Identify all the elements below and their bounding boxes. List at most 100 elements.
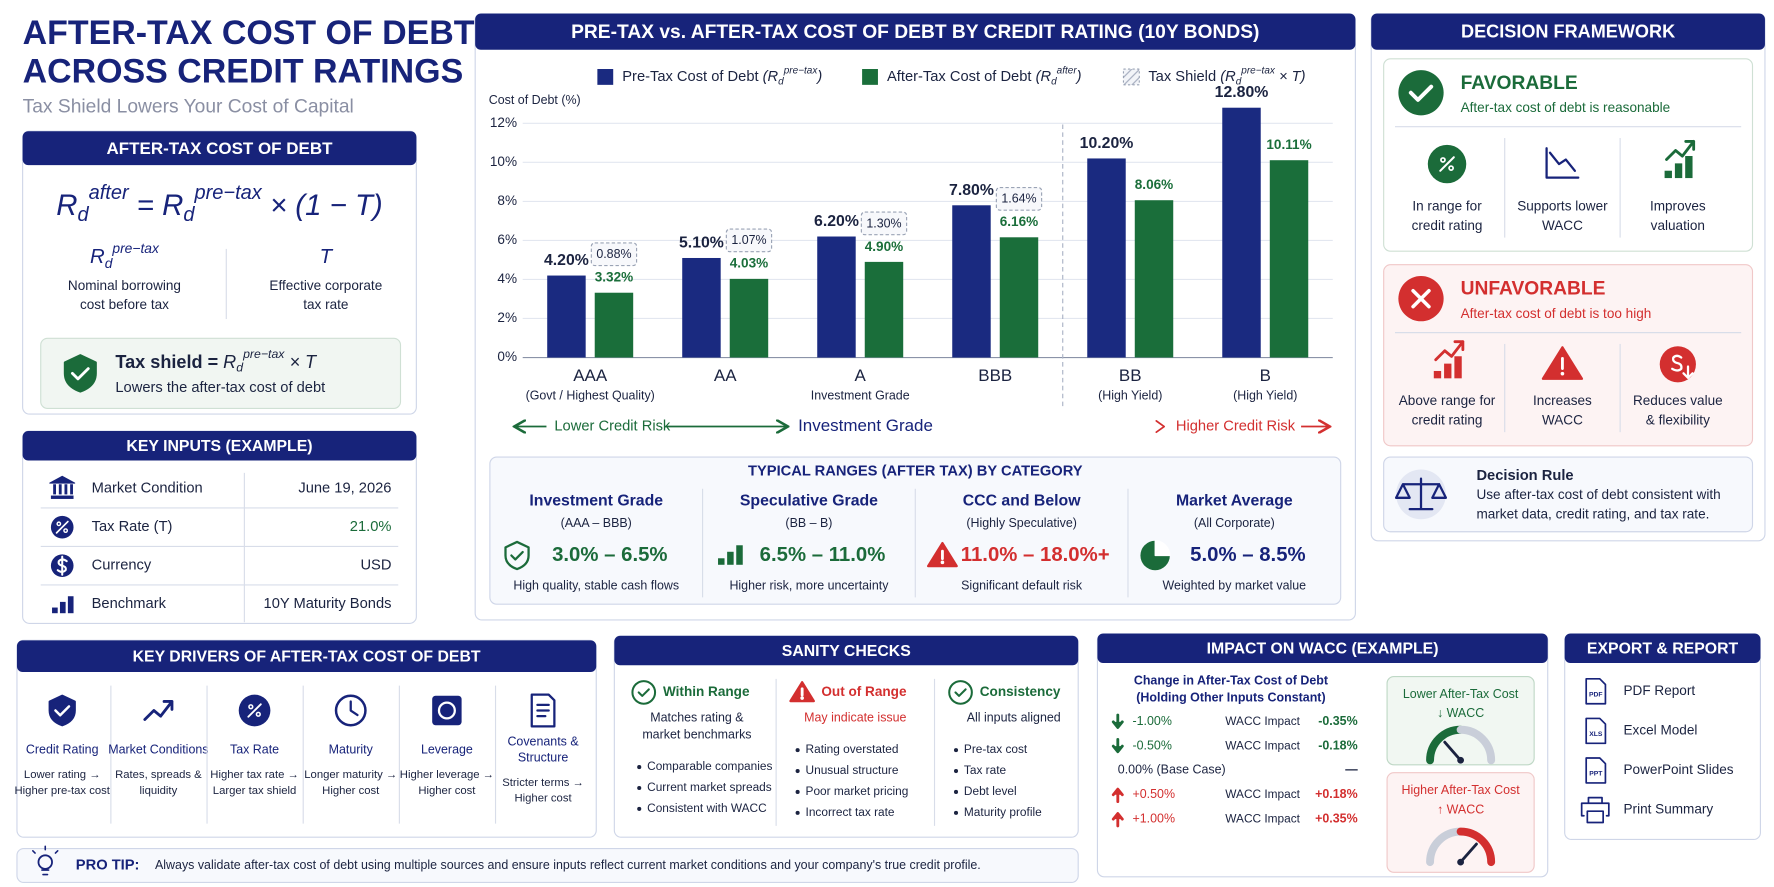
label: Higher cost bbox=[418, 785, 476, 797]
label: FAVORABLE bbox=[1461, 73, 1578, 94]
formula-part: After-Tax Cost of Debt bbox=[887, 69, 1031, 85]
icon bbox=[1433, 370, 1442, 379]
formula-part: R bbox=[90, 246, 105, 268]
label: After-tax cost of debt is reasonable bbox=[1461, 100, 1671, 115]
icon bbox=[1457, 858, 1465, 866]
icon bbox=[50, 495, 74, 499]
label: Currency bbox=[92, 558, 152, 574]
formula-part: (R bbox=[759, 69, 779, 85]
icon bbox=[637, 806, 642, 811]
data-label: 1.64% bbox=[1001, 192, 1036, 206]
label: Rating overstated bbox=[806, 742, 899, 756]
icon bbox=[631, 680, 657, 705]
icon bbox=[1585, 757, 1607, 784]
label: Higher pre-tax cost bbox=[15, 785, 111, 797]
label: valuation bbox=[1651, 218, 1705, 233]
icon bbox=[70, 367, 90, 381]
icon bbox=[1111, 787, 1124, 803]
y-axis-label: Cost of Debt (%) bbox=[489, 93, 581, 107]
label: High quality, stable cash flows bbox=[513, 578, 679, 592]
icon bbox=[736, 545, 743, 565]
label: market benchmarks bbox=[642, 728, 751, 742]
formula-part: ) bbox=[815, 69, 822, 85]
y-tick-label: 2% bbox=[497, 310, 517, 325]
label: Consistent with WACC bbox=[647, 801, 767, 815]
icon bbox=[1674, 163, 1683, 179]
icon-label: XLS bbox=[1589, 731, 1603, 738]
panel-title: SANITY CHECKS bbox=[782, 643, 911, 660]
formula-part: d bbox=[1236, 76, 1242, 87]
icon bbox=[53, 484, 57, 495]
label: Significant default risk bbox=[961, 578, 1083, 592]
icon-label: PPT bbox=[1589, 771, 1603, 778]
label: Covenants & bbox=[507, 734, 579, 748]
icon bbox=[1545, 147, 1580, 179]
label: +0.50% bbox=[1133, 787, 1176, 801]
label: WACC Impact bbox=[1225, 787, 1300, 801]
label: (Holding Other Inputs Constant) bbox=[1136, 690, 1325, 704]
icon bbox=[1154, 540, 1171, 557]
label: May indicate issue bbox=[804, 711, 906, 725]
icon bbox=[1560, 371, 1565, 376]
icon bbox=[1685, 156, 1693, 179]
data-label: 4.03% bbox=[730, 256, 768, 271]
box bbox=[40, 337, 402, 409]
icon bbox=[795, 810, 800, 815]
label: Maturity bbox=[329, 742, 374, 756]
icon bbox=[56, 521, 62, 527]
formula: Rdpre−tax bbox=[90, 239, 160, 270]
icon bbox=[1434, 340, 1465, 362]
formula: T bbox=[320, 246, 334, 268]
label: ↑ WACC bbox=[1437, 802, 1484, 816]
label: Improves bbox=[1650, 199, 1706, 214]
label: Higher After-Tax Cost bbox=[1402, 783, 1521, 797]
formula-part: after bbox=[1057, 65, 1078, 76]
label: Use after-tax cost of debt consistent wi… bbox=[1476, 487, 1720, 502]
label: Excel Model bbox=[1624, 722, 1698, 737]
icon bbox=[63, 354, 97, 393]
label: In range for bbox=[1412, 199, 1482, 214]
label: Leverage bbox=[421, 742, 473, 756]
label: Market Average bbox=[1176, 492, 1293, 509]
label: Incorrect tax rate bbox=[806, 805, 895, 819]
formula-part: d bbox=[183, 204, 195, 226]
data-label: 6.16% bbox=[1000, 214, 1038, 229]
icon bbox=[800, 696, 804, 700]
panel-title: AFTER-TAX COST OF DEBT bbox=[107, 139, 334, 158]
label: WACC Impact bbox=[1225, 714, 1300, 728]
x-tick-label: BB bbox=[1119, 366, 1142, 385]
label: Change in After-Tax Cost of Debt bbox=[1134, 673, 1328, 687]
icon bbox=[1155, 420, 1166, 434]
label: 0.00% (Base Case) bbox=[1118, 763, 1226, 777]
icon-label: PDF bbox=[1589, 691, 1603, 698]
label: Weighted by market value bbox=[1163, 578, 1307, 592]
icon bbox=[1682, 365, 1694, 380]
x-tick-note: (Govt / Highest Quality) bbox=[526, 388, 655, 402]
icon bbox=[143, 700, 174, 721]
label: Lower After-Tax Cost bbox=[1403, 687, 1519, 701]
legend-swatch bbox=[597, 69, 614, 85]
icon bbox=[1440, 157, 1446, 163]
icon bbox=[953, 789, 959, 795]
range-value: 3.0% – 6.5% bbox=[552, 544, 667, 566]
icon bbox=[1580, 796, 1610, 824]
label: TYPICAL RANGES (AFTER TAX) BY CATEGORY bbox=[748, 464, 1083, 480]
label: -0.18% bbox=[1318, 738, 1357, 752]
formula-part: ) bbox=[1075, 69, 1082, 85]
label: Unusual structure bbox=[806, 763, 899, 777]
label: Tax rate bbox=[964, 763, 1007, 777]
formula-part: pre−tax bbox=[783, 65, 819, 76]
label: USD bbox=[360, 558, 391, 574]
data-label: 4.20% bbox=[544, 252, 589, 269]
label: Higher cost bbox=[322, 785, 380, 797]
label: CCC and Below bbox=[963, 492, 1082, 509]
icon bbox=[1426, 827, 1465, 867]
icon bbox=[954, 688, 967, 697]
label: (Highly Speculative) bbox=[966, 516, 1077, 530]
formula-part: R bbox=[218, 352, 236, 372]
data-label: 4.90% bbox=[865, 239, 903, 254]
label: Higher leverage → bbox=[400, 769, 494, 781]
formula-part: × T bbox=[284, 352, 318, 372]
range-value: 11.0% – 18.0%+ bbox=[961, 544, 1110, 566]
label: Pre-tax cost bbox=[964, 742, 1028, 756]
